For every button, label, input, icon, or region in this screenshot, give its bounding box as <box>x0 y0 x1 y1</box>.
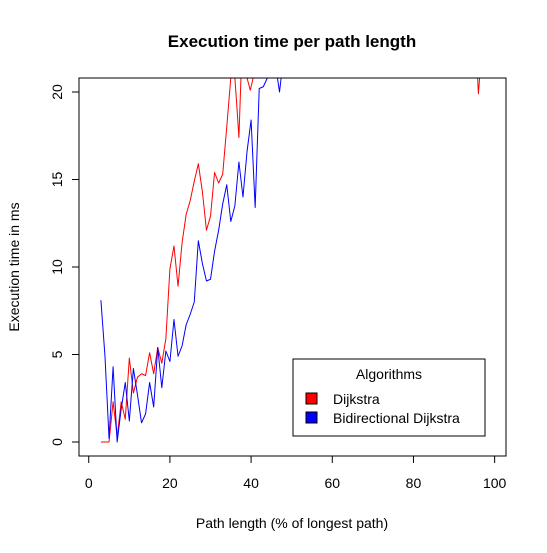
legend-swatch-bidirectional-dijkstra <box>305 411 318 424</box>
series-line-bidirectional-dijkstra-0 <box>100 78 268 443</box>
legend-title: Algorithms <box>356 366 422 382</box>
y-tick-label-10: 10 <box>49 259 65 275</box>
y-axis: 0 5 10 15 20 <box>49 84 80 446</box>
y-axis-label: Execution time in ms <box>6 202 22 331</box>
x-axis: 0 20 40 60 80 100 <box>85 455 507 491</box>
chart-title: Execution time per path length <box>168 32 416 51</box>
y-tick-label-15: 15 <box>49 172 65 188</box>
x-tick-label-40: 40 <box>243 475 259 491</box>
x-tick-label-0: 0 <box>85 475 93 491</box>
legend-swatch-dijkstra <box>305 392 318 405</box>
legend-label-dijkstra: Dijkstra <box>333 391 380 407</box>
series-line-dijkstra-3 <box>477 78 481 95</box>
y-tick-label-20: 20 <box>49 84 65 100</box>
x-tick-label-80: 80 <box>406 475 422 491</box>
series-line-dijkstra-0 <box>100 78 232 443</box>
y-tick-label-0: 0 <box>49 438 65 446</box>
x-tick-label-20: 20 <box>162 475 178 491</box>
series-line-bidirectional-dijkstra-1 <box>276 78 282 93</box>
y-tick-label-5: 5 <box>49 350 65 358</box>
x-axis-label: Path length (% of longest path) <box>196 515 388 531</box>
series-line-dijkstra-2 <box>246 78 254 91</box>
x-tick-label-60: 60 <box>324 475 340 491</box>
series-group <box>100 78 481 443</box>
legend: Algorithms Dijkstra Bidirectional Dijkst… <box>292 358 486 437</box>
series-line-dijkstra-1 <box>234 78 242 138</box>
legend-box <box>292 358 486 437</box>
legend-label-bidirectional-dijkstra: Bidirectional Dijkstra <box>333 410 460 426</box>
x-tick-label-100: 100 <box>483 475 507 491</box>
